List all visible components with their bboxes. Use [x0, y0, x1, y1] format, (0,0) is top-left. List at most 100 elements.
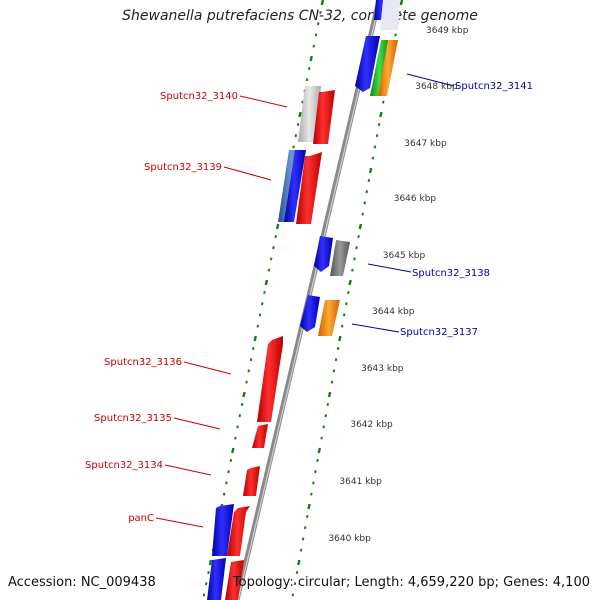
gene-shape — [300, 295, 320, 332]
major-tick — [317, 447, 322, 454]
gene-shape — [257, 336, 283, 422]
minor-tick — [314, 33, 318, 37]
gene-shape — [318, 300, 340, 336]
major-tick — [307, 503, 311, 510]
major-tick — [338, 335, 342, 342]
minor-tick — [301, 537, 305, 541]
major-tick — [399, 0, 404, 6]
leader-line — [351, 323, 400, 333]
leader-line — [155, 517, 204, 528]
minor-tick — [296, 122, 300, 127]
leader-line — [164, 464, 212, 476]
leader-line — [223, 166, 272, 181]
minor-tick — [274, 234, 277, 239]
gene-label-reverse[interactable]: Sputcn32_3140 — [160, 91, 238, 102]
major-tick — [253, 335, 257, 342]
gene-shape — [314, 236, 333, 272]
gene-shape — [252, 424, 268, 448]
gene-sputcn32_3140-block[interactable] — [298, 86, 335, 144]
minor-tick — [256, 324, 260, 328]
gene-label-reverse[interactable]: panC — [128, 513, 154, 524]
major-tick — [242, 391, 246, 398]
minor-tick — [322, 425, 325, 429]
minor-tick — [332, 369, 336, 373]
gene-shape — [330, 240, 350, 276]
minor-tick — [394, 33, 397, 37]
minor-tick — [307, 66, 311, 71]
gene-shape — [355, 36, 380, 92]
gene-sputcn32_3134-block[interactable] — [243, 466, 260, 496]
major-tick — [231, 447, 235, 454]
minor-tick — [260, 302, 264, 306]
minor-tick — [363, 201, 367, 205]
minor-tick — [305, 514, 309, 519]
minor-tick — [240, 402, 244, 407]
gene-label-reverse[interactable]: Sputcn32_3136 — [104, 357, 182, 368]
gene-shape — [296, 152, 322, 224]
major-tick — [348, 279, 352, 286]
gene-label-reverse[interactable]: Sputcn32_3134 — [85, 460, 163, 471]
minor-tick — [225, 481, 228, 485]
label-leader-lines — [155, 73, 455, 528]
major-tick — [264, 279, 269, 286]
gene-sputcn32_3139-block[interactable] — [278, 150, 322, 224]
major-tick — [327, 391, 332, 398]
minor-tick — [353, 257, 356, 261]
gene-sputcn32_3141-block[interactable] — [355, 0, 400, 96]
minor-tick — [227, 470, 230, 474]
minor-tick — [291, 593, 295, 597]
minor-tick — [263, 290, 266, 295]
minor-tick — [351, 268, 354, 272]
gene-label-forward[interactable]: Sputcn32_3141 — [455, 81, 533, 92]
minor-tick — [340, 324, 344, 328]
minor-tick — [293, 582, 297, 586]
major-tick — [358, 223, 363, 230]
minor-tick — [272, 246, 275, 250]
minor-tick — [202, 593, 206, 597]
minor-tick — [305, 78, 309, 82]
scale-label: 3649 kbp — [426, 26, 469, 36]
accession-label: Accession: NC_009438 — [8, 575, 156, 590]
scale-label: 3643 kbp — [361, 364, 404, 374]
major-tick — [368, 167, 373, 174]
gene-shape — [370, 40, 389, 96]
gene-shape — [212, 504, 234, 556]
minor-tick — [355, 246, 358, 250]
gene-label-forward[interactable]: Sputcn32_3138 — [412, 268, 490, 279]
minor-tick — [299, 548, 303, 552]
scale-label: 3640 kbp — [328, 534, 371, 544]
gene-sputcn32_3135-block[interactable] — [252, 424, 268, 448]
minor-tick — [334, 358, 338, 362]
minor-tick — [377, 122, 381, 127]
major-tick — [275, 223, 280, 230]
gene-label-reverse[interactable]: Sputcn32_3135 — [94, 413, 172, 424]
gene-sputcn32_3138-block[interactable] — [314, 236, 350, 276]
gene-shape — [378, 40, 398, 96]
gene-sputcn32_3137-block[interactable] — [300, 295, 340, 336]
minor-tick — [312, 481, 315, 485]
scale-labels: 3649 kbp 3648 kbp 3647 kbp 3646 kbp 3645 kbp… — [328, 26, 468, 544]
gene-label-reverse[interactable]: Sputcn32_3139 — [144, 162, 222, 173]
minor-tick — [342, 313, 346, 317]
minor-tick — [247, 369, 251, 373]
gene-shape — [313, 90, 335, 144]
minor-tick — [310, 492, 313, 496]
minor-tick — [229, 458, 233, 463]
leader-line — [239, 95, 288, 108]
gene-label-forward[interactable]: Sputcn32_3137 — [400, 327, 478, 338]
minor-tick — [236, 425, 239, 429]
major-tick — [320, 0, 325, 6]
minor-tick — [357, 234, 360, 239]
minor-tick — [234, 436, 237, 440]
gene-sputcn32_3136-block[interactable] — [257, 336, 283, 422]
minor-tick — [303, 526, 307, 530]
minor-tick — [295, 570, 299, 575]
scale-label: 3644 kbp — [372, 307, 415, 317]
minor-tick — [336, 346, 340, 351]
minor-tick — [319, 10, 322, 15]
minor-tick — [207, 570, 210, 575]
gene-panc-block[interactable] — [207, 504, 250, 600]
major-tick — [297, 559, 301, 566]
gene-shape — [207, 558, 226, 600]
